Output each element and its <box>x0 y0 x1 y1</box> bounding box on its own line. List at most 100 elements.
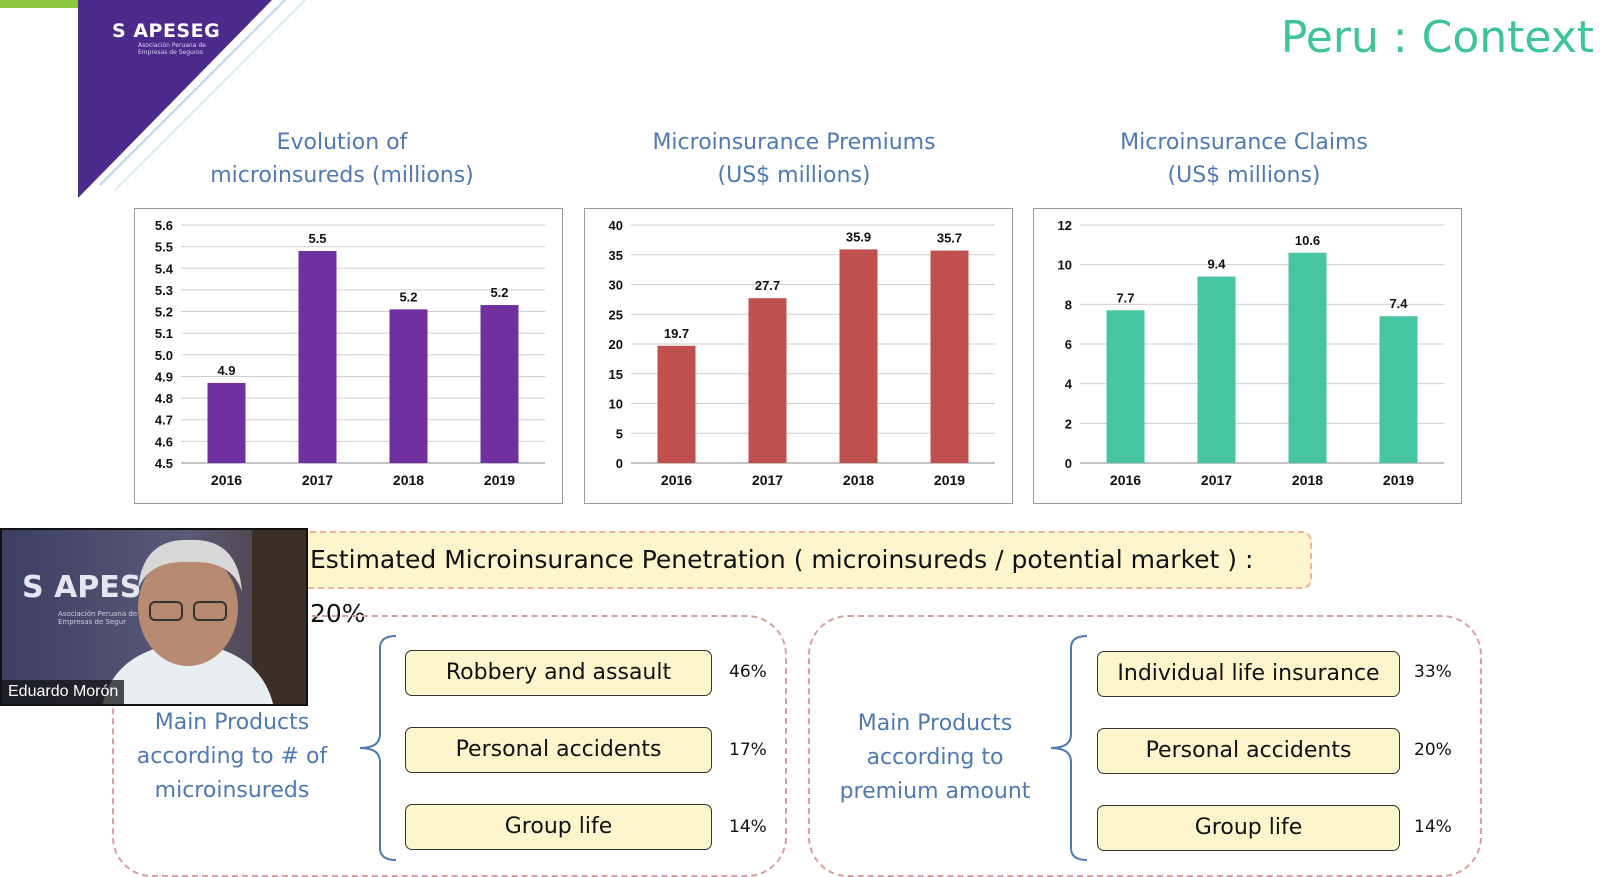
x-tick-label: 2016 <box>661 472 692 488</box>
chart-1-title-line1: Evolution of <box>276 130 408 155</box>
y-tick-label: 5.4 <box>155 261 174 276</box>
product-group-life-pct: 14% <box>729 817 767 837</box>
bar <box>298 250 337 463</box>
chart-microinsureds-svg: 4.5 4.6 4.7 4.8 4.9 5.0 5.1 5.2 5.3 5.4 5.5 5.6 4.9 2… <box>155 218 545 488</box>
x-tick-label: 2017 <box>302 472 333 488</box>
data-label: 7.4 <box>1389 296 1408 311</box>
group-1-label: Main Products according to # of microins… <box>120 706 344 808</box>
chart-3-title-line1: Microinsurance Claims <box>1120 130 1368 155</box>
data-label: 7.7 <box>1116 290 1134 305</box>
chart-1-title: Evolution of microinsureds (millions) <box>132 126 552 192</box>
y-tick-label: 5.1 <box>155 326 173 341</box>
bar <box>748 298 787 463</box>
chart-claims: 0 2 4 6 8 10 12 7.7 2016 9.4 2017 10.6 2018 7.4 2019 <box>1033 208 1462 504</box>
backdrop-logo-sub: Asociación Peruana de Empresas de Segur <box>58 610 138 626</box>
group-1-label-line1: Main Products <box>154 710 310 735</box>
group-2-label-line2: according to <box>866 745 1004 770</box>
y-tick-label: 5.3 <box>155 283 173 298</box>
product-individual-life: Individual life insurance <box>1097 651 1400 697</box>
chart-3-title: Microinsurance Claims (US$ millions) <box>1034 126 1454 192</box>
y-tick-label: 40 <box>609 218 623 233</box>
logo-banner <box>78 0 306 198</box>
y-tick-label: 5.2 <box>155 305 173 320</box>
bar <box>207 382 246 463</box>
x-tick-label: 2016 <box>1110 472 1141 488</box>
product-individual-life-pct: 33% <box>1414 662 1452 682</box>
y-tick-label: 20 <box>609 337 623 352</box>
y-tick-label: 12 <box>1058 218 1072 233</box>
bar <box>389 309 428 463</box>
product-group-life-2-pct: 14% <box>1414 817 1452 837</box>
y-tick-label: 25 <box>609 307 623 322</box>
bar <box>839 249 878 463</box>
backdrop-logo: S APES <box>22 570 141 605</box>
slide-title: Peru : Context <box>1280 12 1594 63</box>
product-group-life-2: Group life <box>1097 805 1400 851</box>
group-1-label-line2: according to # of <box>136 744 328 769</box>
backdrop-s-icon: S <box>22 570 44 605</box>
x-tick-label: 2019 <box>484 472 515 488</box>
data-label: 9.4 <box>1207 257 1226 272</box>
y-tick-label: 4 <box>1065 377 1073 392</box>
group-2-brace <box>1050 635 1088 861</box>
participant-video-frame <box>2 530 306 704</box>
product-personal-accidents-2-pct: 20% <box>1414 740 1452 760</box>
group-1-brace <box>359 635 397 861</box>
backdrop-logo-text: APES <box>54 570 142 605</box>
logo-subtitle: Asociación Peruana de Empresas de Seguro… <box>138 42 206 56</box>
y-tick-label: 10 <box>609 397 623 412</box>
y-tick-label: 0 <box>616 456 623 471</box>
logo-name: APESEG <box>133 20 221 42</box>
product-personal-accidents: Personal accidents <box>405 727 712 773</box>
y-tick-label: 5.5 <box>155 240 173 255</box>
bar <box>1106 310 1145 463</box>
group-1-label-line3: microinsureds <box>154 778 310 803</box>
group-2-label-line1: Main Products <box>857 711 1013 736</box>
product-personal-accidents-2: Personal accidents <box>1097 728 1400 774</box>
bar <box>930 250 969 463</box>
y-tick-label: 5 <box>616 426 623 441</box>
y-tick-label: 4.5 <box>155 456 173 471</box>
y-tick-label: 30 <box>609 278 623 293</box>
bar <box>657 345 696 463</box>
chart-premiums: 0 5 10 15 20 25 30 35 40 19.7 2016 27.7 2017 35.9 2018… <box>584 208 1013 504</box>
bar <box>1288 252 1327 463</box>
group-2-label-line3: premium amount <box>839 779 1031 804</box>
x-tick-label: 2018 <box>1292 472 1323 488</box>
x-tick-label: 2016 <box>211 472 242 488</box>
y-tick-label: 15 <box>609 367 623 382</box>
chart-2-title-line1: Microinsurance Premiums <box>652 130 936 155</box>
data-label: 4.9 <box>217 363 235 378</box>
y-tick-label: 4.8 <box>155 391 173 406</box>
bar <box>480 305 519 463</box>
data-label: 5.5 <box>308 231 326 246</box>
data-label: 5.2 <box>399 289 417 304</box>
y-tick-label: 5.6 <box>155 218 173 233</box>
product-group-life: Group life <box>405 804 712 850</box>
chart-claims-svg: 0 2 4 6 8 10 12 7.7 2016 9.4 2017 10.6 2018 7.4 2019 <box>1058 218 1444 488</box>
x-tick-label: 2017 <box>1201 472 1232 488</box>
data-label: 19.7 <box>664 326 689 341</box>
participant-video-tile[interactable]: S APES Asociación Peruana de Empresas de… <box>0 528 308 706</box>
y-tick-label: 35 <box>609 248 623 263</box>
apeseg-logo: S APESEG <box>112 20 220 42</box>
y-tick-label: 4.6 <box>155 434 173 449</box>
y-tick-label: 0 <box>1065 456 1072 471</box>
chart-microinsureds: 4.5 4.6 4.7 4.8 4.9 5.0 5.1 5.2 5.3 5.4 5.5 5.6 4.9 2… <box>134 208 563 504</box>
y-tick-label: 8 <box>1065 297 1072 312</box>
x-tick-label: 2017 <box>752 472 783 488</box>
logo-s-icon: S <box>112 20 127 42</box>
chart-3-title-line2: (US$ millions) <box>1167 163 1321 188</box>
data-label: 35.9 <box>846 229 871 244</box>
bar <box>1379 316 1418 463</box>
y-tick-label: 4.9 <box>155 369 173 384</box>
participant-name: Eduardo Morón <box>2 680 125 704</box>
y-tick-label: 5.0 <box>155 348 173 363</box>
chart-2-title: Microinsurance Premiums (US$ millions) <box>584 126 1004 192</box>
x-tick-label: 2019 <box>934 472 965 488</box>
y-tick-label: 10 <box>1058 258 1072 273</box>
chart-1-title-line2: microinsureds (millions) <box>210 163 474 188</box>
chart-2-title-line2: (US$ millions) <box>717 163 871 188</box>
bar <box>1197 276 1236 463</box>
y-tick-label: 4.7 <box>155 413 173 428</box>
